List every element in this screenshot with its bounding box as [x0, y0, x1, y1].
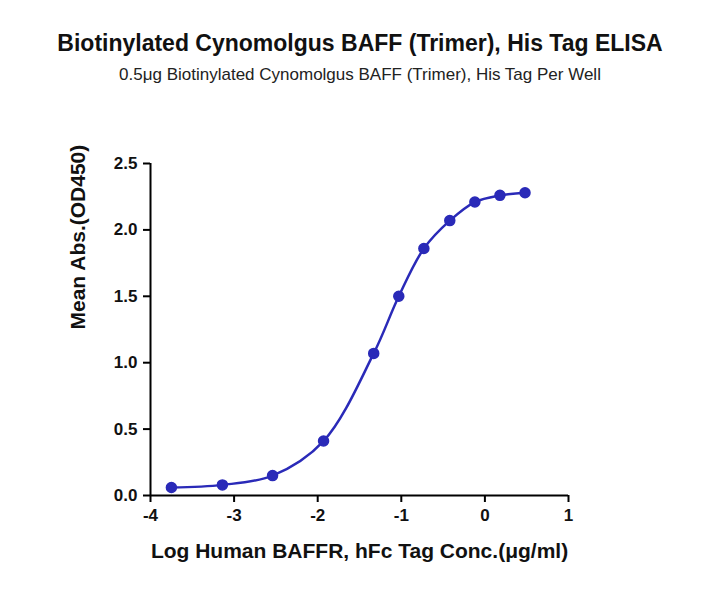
svg-text:1: 1	[564, 506, 573, 525]
svg-text:0.5: 0.5	[114, 420, 138, 439]
svg-text:1.5: 1.5	[114, 287, 138, 306]
svg-text:Log Human BAFFR, hFc Tag Conc.: Log Human BAFFR, hFc Tag Conc.(μg/ml)	[151, 539, 568, 562]
html-text:Biotinylated Cynomolgus BAFF (: Biotinylated Cynomolgus BAFF (Trimer), H…	[57, 30, 663, 56]
html-text:0.5μg Biotinylated Cynomolgus: 0.5μg Biotinylated Cynomolgus BAFF (Trim…	[119, 65, 601, 84]
svg-text:Mean Abs.(OD450): Mean Abs.(OD450)	[66, 145, 89, 330]
svg-text:2.0: 2.0	[114, 220, 138, 239]
svg-text:0.0: 0.0	[114, 486, 138, 505]
svg-text:-2: -2	[310, 506, 325, 525]
svg-text:0: 0	[480, 506, 489, 525]
svg-text:-4: -4	[143, 506, 159, 525]
svg-text:1.0: 1.0	[114, 353, 138, 372]
svg-text:2.5: 2.5	[114, 154, 138, 173]
svg-text:-1: -1	[394, 506, 409, 525]
svg-text:-3: -3	[227, 506, 242, 525]
